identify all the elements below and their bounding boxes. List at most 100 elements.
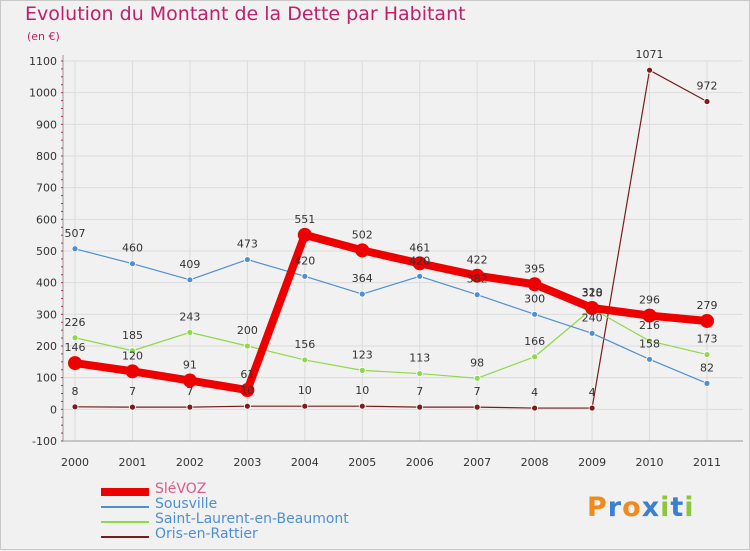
data-point: [646, 66, 653, 74]
data-label: 364: [352, 272, 373, 285]
legend-label: SléVOZ: [155, 481, 207, 497]
data-label: 146: [65, 341, 86, 354]
chart-subtitle: (en €): [27, 30, 60, 43]
data-point: [531, 404, 539, 412]
data-label: 420: [409, 254, 430, 267]
data-label: 7: [416, 385, 423, 398]
data-point: [68, 356, 82, 371]
logo-letter: t: [670, 492, 685, 523]
series-line: [74, 248, 708, 384]
data-label: 10: [355, 384, 369, 397]
data-label: 461: [409, 241, 430, 254]
x-tick-label: 2004: [291, 456, 319, 469]
data-point: [129, 347, 136, 355]
x-tick-label: 2005: [348, 456, 376, 469]
y-tick-label: 200: [36, 340, 57, 353]
data-point: [125, 364, 140, 379]
data-label: 320: [582, 286, 603, 299]
proxiti-logo: Proxiti: [587, 492, 695, 523]
data-point: [358, 366, 366, 374]
data-point: [588, 404, 596, 412]
x-tick-label: 2001: [118, 456, 146, 469]
y-tick-label: 100: [36, 372, 57, 385]
data-label: 158: [639, 337, 660, 350]
data-point: [240, 383, 255, 398]
data-point: [129, 260, 136, 268]
legend-label: Saint-Laurent-en-Beaumont: [155, 511, 349, 527]
data-label: 123: [352, 348, 373, 361]
data-point: [416, 403, 424, 411]
data-point: [473, 374, 481, 382]
data-point: [646, 337, 653, 345]
y-tick-label: 600: [36, 213, 57, 226]
legend-swatch: [101, 536, 149, 538]
logo-letter: P: [587, 492, 608, 523]
y-tick-label: 1100: [29, 55, 57, 68]
x-tick-label: 2006: [406, 456, 434, 469]
data-label: 409: [179, 258, 200, 271]
data-point: [531, 353, 539, 361]
data-label: 10: [298, 384, 312, 397]
data-label: 473: [237, 238, 258, 251]
logo-letter: i: [660, 492, 671, 523]
data-point: [297, 227, 312, 242]
data-point: [186, 403, 194, 411]
logo-letter: i: [684, 492, 695, 523]
y-tick-label: -100: [32, 435, 57, 448]
data-label: 7: [474, 385, 481, 398]
data-label: 382: [467, 273, 488, 286]
data-label: 98: [470, 356, 484, 369]
data-point: [243, 342, 251, 350]
data-point: [416, 370, 424, 377]
data-point: [301, 356, 309, 364]
data-point: [470, 268, 485, 283]
data-label: 395: [524, 262, 545, 275]
data-point: [527, 277, 542, 292]
legend-label: Sousville: [155, 496, 218, 512]
chart-title: Evolution du Montant de la Dette par Hab…: [25, 3, 466, 25]
data-label: 507: [65, 227, 86, 240]
x-tick-label: 2007: [463, 456, 491, 469]
y-tick-label: 900: [36, 118, 57, 131]
data-label: 7: [129, 385, 136, 398]
data-label: 422: [467, 254, 488, 267]
y-tick-label: 500: [36, 245, 57, 258]
data-label: 420: [294, 254, 315, 267]
y-tick-label: 1000: [29, 87, 57, 100]
data-point: [646, 355, 653, 363]
data-label: 4: [531, 386, 538, 399]
x-tick-label: 2009: [578, 456, 606, 469]
data-point: [243, 256, 251, 263]
logo-letter: r: [607, 492, 623, 523]
data-point: [129, 403, 136, 411]
data-label: 296: [639, 294, 660, 307]
data-point: [186, 276, 194, 284]
data-point: [71, 334, 79, 342]
series-line: [74, 308, 708, 379]
data-point: [301, 272, 309, 280]
data-label: 185: [122, 329, 143, 342]
data-label: 243: [179, 310, 200, 323]
data-label: 300: [524, 292, 545, 305]
y-tick-label: 800: [36, 150, 57, 163]
data-label: 318: [582, 287, 603, 300]
y-tick-label: 0: [50, 403, 57, 416]
legend-swatch: [101, 488, 149, 496]
data-point: [531, 310, 539, 318]
x-tick-label: 2010: [636, 456, 664, 469]
data-point: [243, 402, 251, 410]
data-label: 216: [639, 319, 660, 332]
data-label: 551: [294, 213, 315, 226]
legend-swatch: [101, 506, 149, 508]
data-label: 1071: [636, 48, 664, 61]
x-tick-label: 2002: [176, 456, 204, 469]
data-label: 173: [697, 333, 718, 346]
data-label: 460: [122, 242, 143, 255]
data-point: [416, 272, 424, 280]
data-point: [703, 98, 711, 105]
data-point: [358, 402, 366, 410]
data-label: 156: [294, 338, 315, 351]
data-point: [703, 351, 711, 358]
data-point: [186, 328, 194, 336]
